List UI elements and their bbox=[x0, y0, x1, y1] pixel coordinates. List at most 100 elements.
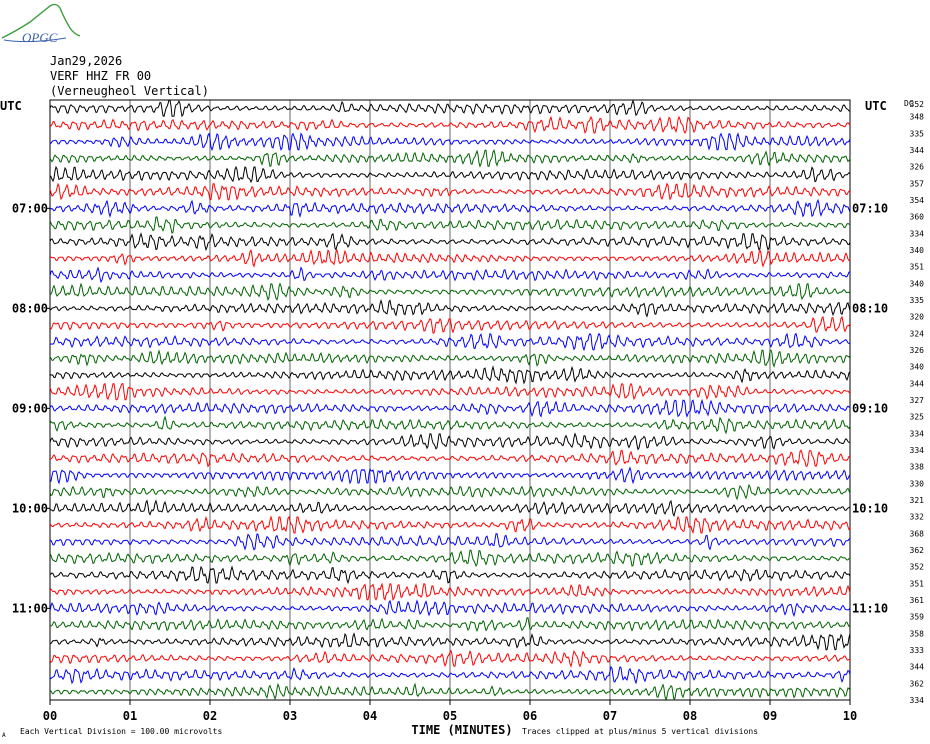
seismic-trace bbox=[49, 599, 851, 618]
dc-offset-label: 340 bbox=[910, 279, 925, 288]
logo-text: OPGC bbox=[22, 30, 58, 45]
dc-offset-label: 321 bbox=[910, 496, 925, 505]
x-tick-label: 02 bbox=[203, 709, 217, 723]
dc-offset-label: 335 bbox=[910, 296, 925, 305]
x-tick-label: 01 bbox=[123, 709, 137, 723]
x-tick-label: 03 bbox=[283, 709, 297, 723]
dc-offset-label: 334 bbox=[910, 429, 925, 438]
dc-offset-label: 344 bbox=[910, 146, 925, 155]
seismic-trace bbox=[49, 632, 851, 651]
left-hour-label: 09:00 bbox=[12, 401, 48, 415]
dc-offset-label: 326 bbox=[910, 163, 925, 172]
seismic-trace bbox=[49, 549, 851, 567]
seismic-trace bbox=[49, 248, 851, 268]
seismic-trace bbox=[49, 617, 851, 633]
clip-note: Traces clipped at plus/minus 5 vertical … bbox=[522, 727, 758, 736]
dc-offset-label: 324 bbox=[910, 329, 925, 338]
opgc-logo: OPGC bbox=[1, 3, 80, 45]
seismic-trace bbox=[49, 483, 851, 501]
right-hour-label: 08:10 bbox=[852, 301, 888, 315]
left-hour-label: 10:00 bbox=[12, 501, 48, 515]
seismic-trace bbox=[49, 315, 851, 334]
dc-offset-label: 359 bbox=[910, 613, 925, 622]
right-hour-label: 07:10 bbox=[852, 201, 888, 215]
dc-offset-label: 340 bbox=[910, 363, 925, 372]
seismic-trace bbox=[49, 132, 851, 152]
dc-offset-label: 320 bbox=[910, 313, 925, 322]
dc-offset-label: 358 bbox=[910, 629, 925, 638]
x-tick-label: 08 bbox=[683, 709, 697, 723]
dc-offset-label: 330 bbox=[910, 479, 925, 488]
right-hour-label: 10:10 bbox=[852, 501, 888, 515]
seismic-trace bbox=[49, 165, 851, 184]
seismic-trace bbox=[49, 198, 851, 219]
x-tick-label: 10 bbox=[843, 709, 857, 723]
left-hour-label: 11:00 bbox=[12, 601, 48, 615]
dc-offset-label: 351 bbox=[910, 263, 925, 272]
logo-mountain bbox=[1, 3, 80, 39]
corner-mark: A bbox=[2, 732, 6, 739]
logo-swoosh bbox=[3, 37, 67, 43]
dc-offset-label: 360 bbox=[910, 213, 925, 222]
seismic-trace bbox=[50, 332, 851, 352]
dc-offset-label: 334 bbox=[910, 696, 925, 705]
dc-offset-label: 334 bbox=[910, 229, 925, 238]
dc-offset-label: 332 bbox=[910, 513, 925, 522]
station-code: VERF HHZ FR 00 bbox=[50, 69, 152, 83]
dc-offset-label: 361 bbox=[910, 596, 925, 605]
seismic-trace bbox=[49, 149, 851, 168]
x-axis-title: TIME (MINUTES) bbox=[411, 723, 512, 737]
seismic-trace bbox=[49, 533, 851, 551]
seismic-trace bbox=[49, 298, 851, 318]
x-tick-label: 04 bbox=[363, 709, 377, 723]
right-hour-label: 09:10 bbox=[852, 401, 888, 415]
dc-offset-label: 368 bbox=[910, 529, 925, 538]
seismic-trace bbox=[49, 99, 851, 118]
seismic-trace bbox=[49, 466, 851, 485]
right-axis-title: UTC bbox=[865, 99, 887, 113]
dc-offset-label: 357 bbox=[910, 179, 925, 188]
seismic-trace bbox=[49, 665, 851, 685]
right-hour-label: 11:10 bbox=[852, 601, 888, 615]
dc-offset-label: 340 bbox=[910, 246, 925, 255]
seismic-trace bbox=[49, 449, 851, 468]
seismic-trace bbox=[49, 266, 851, 284]
seismic-trace bbox=[49, 415, 851, 435]
dc-offset-label: 327 bbox=[910, 396, 925, 405]
seismic-trace bbox=[49, 565, 851, 585]
dc-offset-label: 344 bbox=[910, 663, 925, 672]
seismic-trace bbox=[49, 115, 851, 135]
dc-offset-label: 352 bbox=[910, 563, 925, 572]
dc-column-title: DC bbox=[904, 99, 914, 108]
dc-offset-label: 351 bbox=[910, 579, 925, 588]
division-note: Each Vertical Division = 100.00 microvol… bbox=[20, 727, 222, 736]
seismic-trace bbox=[49, 649, 850, 668]
x-tick-label: 05 bbox=[443, 709, 457, 723]
left-hour-label: 08:00 bbox=[12, 301, 48, 315]
chart-date: Jan29,2026 bbox=[50, 54, 123, 68]
dc-offset-label: 335 bbox=[910, 129, 925, 138]
dc-offset-label: 344 bbox=[910, 379, 925, 388]
station-location: (Verneugheol Vertical) bbox=[50, 84, 209, 98]
dc-offset-label: 362 bbox=[910, 546, 925, 555]
seismic-trace bbox=[49, 182, 851, 201]
seismic-trace bbox=[49, 232, 851, 252]
x-tick-label: 06 bbox=[523, 709, 537, 723]
seismic-trace bbox=[49, 282, 851, 302]
seismic-trace bbox=[49, 582, 851, 601]
seismic-trace bbox=[49, 365, 851, 385]
left-hour-label: 07:00 bbox=[12, 201, 48, 215]
dc-offset-label: 338 bbox=[910, 463, 925, 472]
seismic-trace bbox=[49, 398, 851, 418]
x-tick-label: 07 bbox=[603, 709, 617, 723]
seismic-trace bbox=[49, 682, 851, 702]
dc-offset-label: 354 bbox=[910, 196, 925, 205]
seismic-trace bbox=[49, 432, 851, 451]
seismic-trace bbox=[49, 515, 851, 535]
dc-offset-label: 325 bbox=[910, 413, 925, 422]
seismic-trace bbox=[49, 382, 851, 401]
dc-offset-label: 326 bbox=[910, 346, 925, 355]
dc-offset-label: 348 bbox=[910, 113, 925, 122]
dc-offset-label: 334 bbox=[910, 446, 925, 455]
